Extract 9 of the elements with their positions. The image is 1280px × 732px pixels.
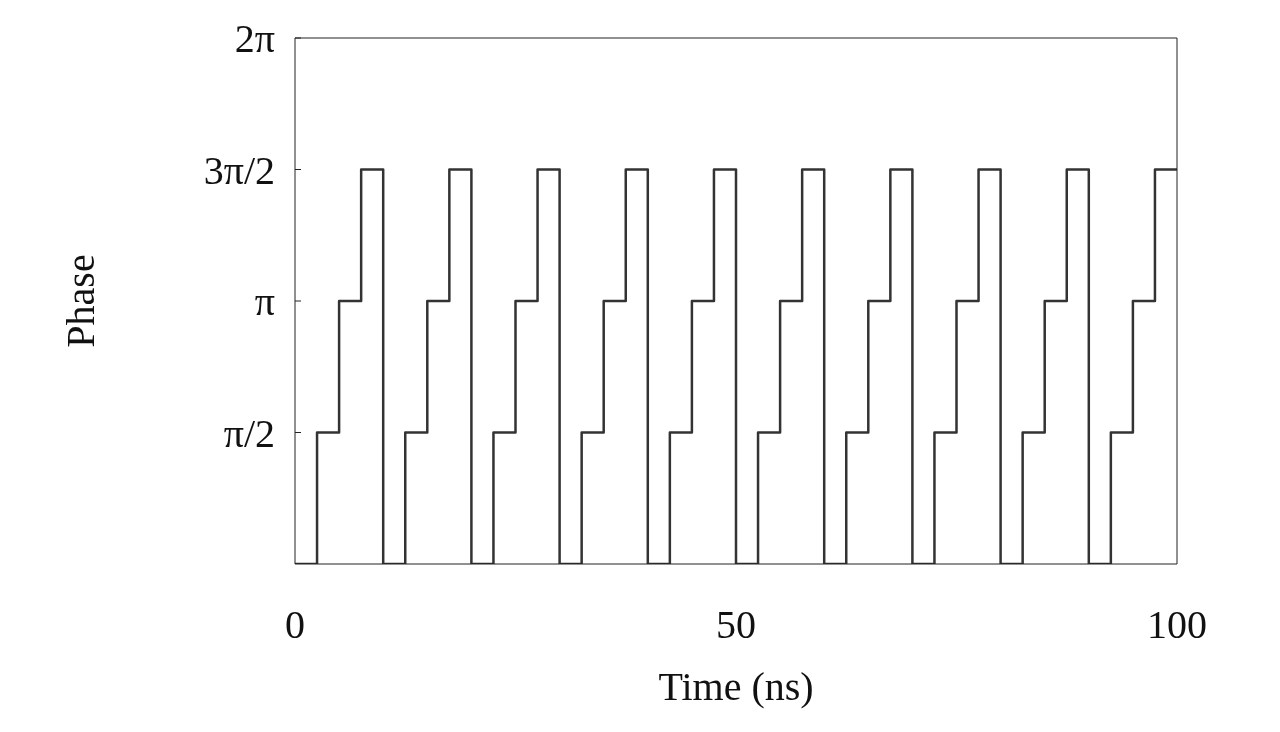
x-tick-label: 0 bbox=[285, 602, 305, 648]
x-tick-label: 50 bbox=[716, 602, 756, 648]
y-axis-title: Phase bbox=[58, 254, 104, 348]
y-tick-label: 3π/2 bbox=[203, 147, 275, 193]
x-axis-title: Time (ns) bbox=[658, 664, 814, 709]
x-tick-label: 100 bbox=[1147, 602, 1207, 648]
y-tick-label: π/2 bbox=[223, 410, 275, 456]
y-tick-label: 2π bbox=[234, 16, 275, 62]
y-tick-label: π bbox=[254, 279, 275, 325]
